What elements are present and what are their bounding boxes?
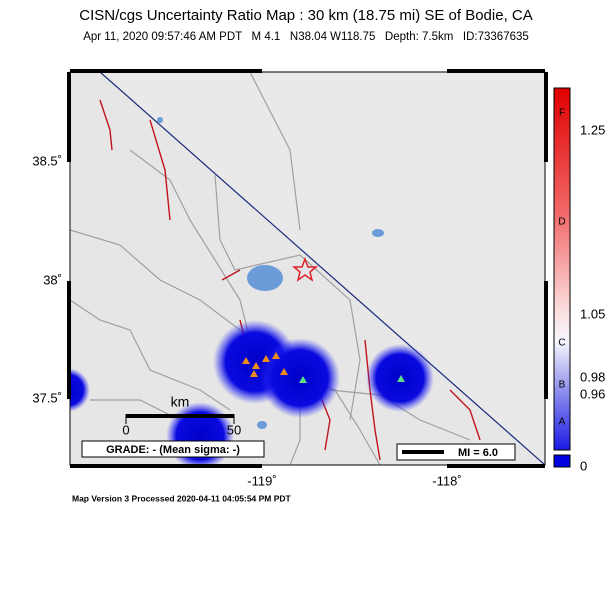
uncertainty-area bbox=[70, 368, 90, 412]
uncertainty-area bbox=[166, 402, 234, 465]
station bbox=[397, 375, 405, 382]
uncertainty-area bbox=[260, 338, 340, 418]
grade: GRADE: - (Mean sigma: -) bbox=[106, 444, 240, 456]
faults bbox=[99, 99, 481, 461]
footer: Map Version 3 Processed 2020-04-11 04:05… bbox=[72, 493, 292, 503]
mi-line bbox=[402, 450, 444, 454]
colorbar-label: 1.25 bbox=[580, 122, 605, 137]
colorbar-label: 0 bbox=[580, 458, 587, 473]
mono-lake bbox=[247, 265, 283, 291]
title: CISN/cgs Uncertainty Ratio Map : 30 km (… bbox=[79, 7, 533, 24]
grade-letter: D bbox=[558, 217, 565, 228]
colorbar-label: 0.98 bbox=[580, 369, 605, 384]
lat-label: 38.5˚ bbox=[32, 153, 62, 168]
grade-letter: F bbox=[559, 108, 565, 119]
stations bbox=[242, 352, 288, 377]
map-frame bbox=[69, 71, 546, 466]
grade-box bbox=[81, 440, 265, 458]
grade-letter: B bbox=[559, 380, 566, 391]
lake bbox=[372, 229, 384, 237]
epicenter bbox=[291, 256, 319, 282]
colorbar-zero bbox=[553, 454, 571, 468]
lat-label: 37.5˚ bbox=[32, 390, 62, 405]
frame-ticks bbox=[67, 69, 548, 468]
lat-label: 38˚ bbox=[43, 272, 62, 287]
mi: MI = 6.0 bbox=[458, 447, 498, 459]
mi-box bbox=[396, 443, 516, 461]
subtitle: Apr 11, 2020 09:57:46 AM PDT M 4.1 N38.0… bbox=[83, 31, 529, 43]
scale-bar: km 0 50 bbox=[122, 394, 241, 438]
scale-end: 50 bbox=[227, 422, 241, 437]
lon-label: -118˚ bbox=[432, 473, 461, 488]
grade-letter: C bbox=[558, 338, 565, 349]
lon-label: -119˚ bbox=[247, 473, 276, 488]
colorbar-label: 0.96 bbox=[580, 386, 605, 401]
grade-letter: A bbox=[559, 417, 566, 428]
state-border bbox=[99, 72, 545, 465]
scale-start: 0 bbox=[122, 422, 129, 437]
scale-unit: km bbox=[171, 394, 190, 410]
lake bbox=[157, 117, 163, 123]
station bbox=[299, 376, 307, 383]
colorbar-scale bbox=[553, 87, 571, 451]
colorbar-label: 1.05 bbox=[580, 306, 605, 321]
scale-line bbox=[126, 414, 234, 418]
map bbox=[70, 72, 545, 465]
lake bbox=[257, 421, 267, 429]
colorbar: F D C B A 1.25 1.05 0.98 0.96 0 bbox=[553, 87, 605, 473]
